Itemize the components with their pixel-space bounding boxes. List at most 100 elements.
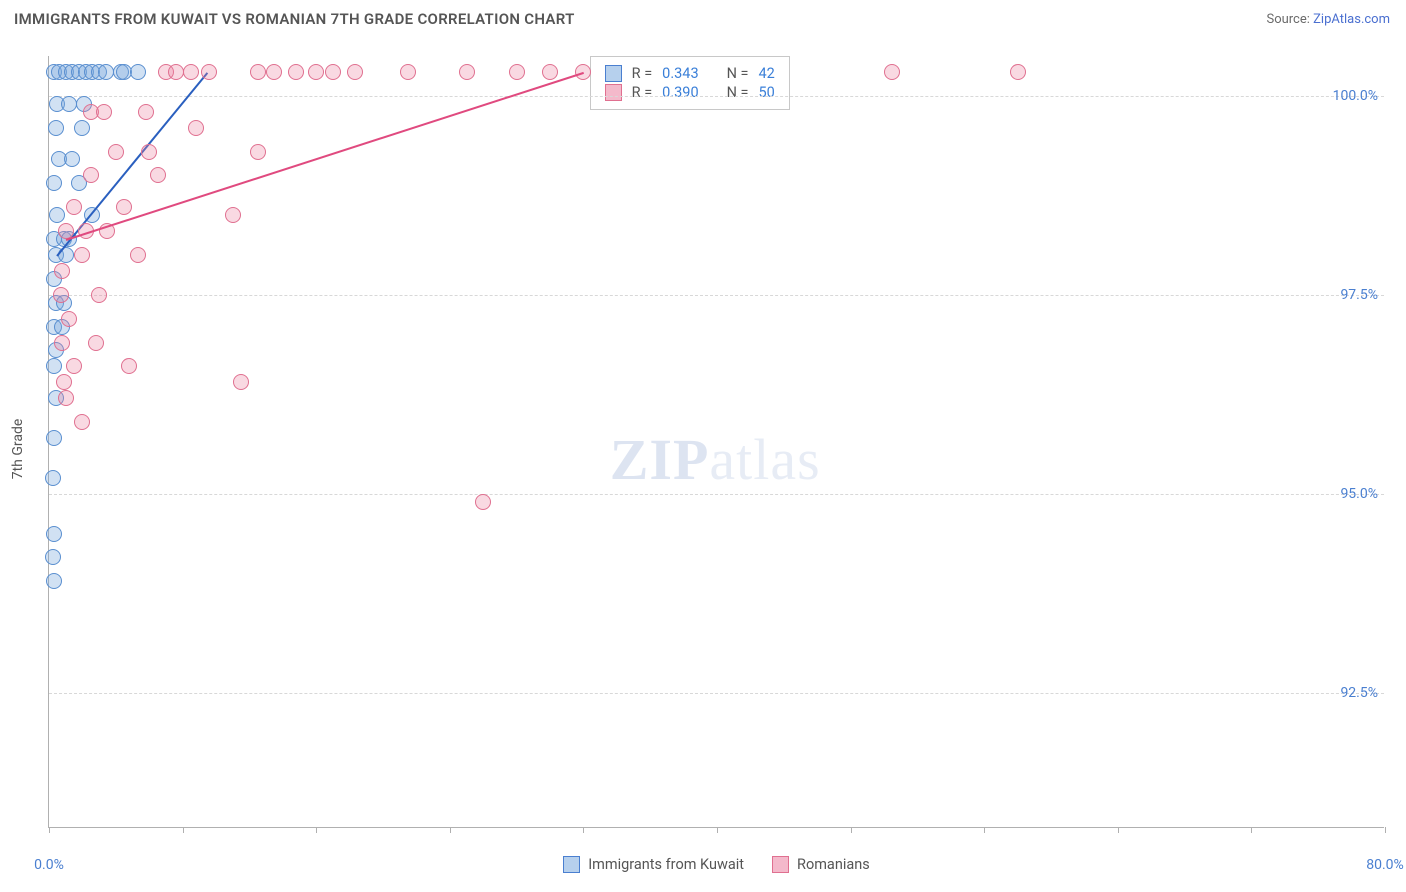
- x-tick: [984, 827, 985, 833]
- stats-n-label: N =: [727, 84, 749, 101]
- y-tick-label: 95.0%: [1340, 486, 1378, 502]
- scatter-point-b: [141, 144, 157, 160]
- x-tick: [183, 827, 184, 833]
- stats-r-value: 0.390: [662, 84, 698, 101]
- scatter-point-b: [130, 247, 146, 263]
- stats-r-label: R =: [632, 65, 653, 82]
- x-tick: [1118, 827, 1119, 833]
- chart-title: IMMIGRANTS FROM KUWAIT VS ROMANIAN 7TH G…: [14, 10, 575, 28]
- source-link[interactable]: ZipAtlas.com: [1313, 12, 1390, 27]
- scatter-point-b: [188, 120, 204, 136]
- x-tick: [717, 827, 718, 833]
- source-attribution: Source: ZipAtlas.com: [1266, 12, 1390, 27]
- scatter-point-a: [45, 470, 61, 486]
- x-tick: [450, 827, 451, 833]
- plot-container: 7th Grade ZIPatlas R =0.343N =42R =0.390…: [14, 44, 1394, 854]
- scatter-point-b: [1010, 64, 1026, 80]
- scatter-point-b: [509, 64, 525, 80]
- correlation-stats-box: R = 0.343 N = 42 R = 0.390 N = 50: [590, 56, 790, 110]
- scatter-point-b: [53, 287, 69, 303]
- scatter-point-b: [325, 64, 341, 80]
- y-axis-label: 7th Grade: [10, 419, 26, 480]
- stats-row-a: R = 0.343 N = 42: [605, 65, 775, 82]
- scatter-point-b: [225, 207, 241, 223]
- watermark-atlas: atlas: [709, 427, 820, 492]
- scatter-point-b: [475, 494, 491, 510]
- scatter-point-a: [130, 64, 146, 80]
- y-tick-label: 97.5%: [1340, 287, 1378, 303]
- scatter-point-b: [91, 287, 107, 303]
- scatter-point-b: [150, 167, 166, 183]
- stats-n-value: 50: [759, 84, 775, 101]
- scatter-plot: ZIPatlas R =0.343N =42R =0.390N =50 Immi…: [48, 56, 1384, 828]
- x-tick: [49, 827, 50, 833]
- scatter-point-b: [58, 390, 74, 406]
- legend-item-romanians: Romanians: [772, 856, 870, 873]
- scatter-point-a: [46, 430, 62, 446]
- scatter-point-a: [98, 64, 114, 80]
- scatter-point-b: [250, 144, 266, 160]
- scatter-point-b: [66, 358, 82, 374]
- legend-label-kuwait: Immigrants from Kuwait: [588, 856, 744, 873]
- legend-swatch-kuwait: [563, 856, 580, 873]
- scatter-point-b: [400, 64, 416, 80]
- scatter-point-a: [48, 120, 64, 136]
- stats-swatch: [605, 84, 622, 101]
- scatter-point-b: [233, 374, 249, 390]
- scatter-point-a: [46, 358, 62, 374]
- scatter-point-a: [61, 96, 77, 112]
- y-tick-label: 92.5%: [1340, 685, 1378, 701]
- scatter-point-a: [74, 120, 90, 136]
- scatter-point-a: [46, 175, 62, 191]
- scatter-point-b: [308, 64, 324, 80]
- y-tick-label: 100.0%: [1333, 88, 1378, 104]
- legend-label-romanians: Romanians: [797, 856, 870, 873]
- stats-r-value: 0.343: [662, 65, 698, 82]
- gridline: [49, 494, 1384, 495]
- stats-row-b: R = 0.390 N = 50: [605, 84, 775, 101]
- scatter-point-b: [83, 167, 99, 183]
- chart-header: IMMIGRANTS FROM KUWAIT VS ROMANIAN 7TH G…: [0, 0, 1406, 36]
- scatter-point-b: [542, 64, 558, 80]
- scatter-point-a: [64, 151, 80, 167]
- source-prefix: Source:: [1266, 12, 1313, 27]
- scatter-point-a: [49, 207, 65, 223]
- scatter-point-b: [121, 358, 137, 374]
- watermark-zip: ZIP: [610, 427, 710, 492]
- scatter-point-b: [347, 64, 363, 80]
- scatter-point-b: [74, 414, 90, 430]
- x-tick: [583, 827, 584, 833]
- scatter-point-b: [88, 335, 104, 351]
- gridline: [49, 295, 1384, 296]
- scatter-point-b: [201, 64, 217, 80]
- scatter-point-a: [46, 573, 62, 589]
- scatter-point-a: [45, 549, 61, 565]
- scatter-point-b: [250, 64, 266, 80]
- scatter-point-b: [74, 247, 90, 263]
- legend-swatch-romanians: [772, 856, 789, 873]
- scatter-point-b: [56, 374, 72, 390]
- scatter-point-b: [183, 64, 199, 80]
- scatter-point-b: [108, 144, 124, 160]
- gridline: [49, 693, 1384, 694]
- stats-r-label: R =: [632, 84, 653, 101]
- legend-item-kuwait: Immigrants from Kuwait: [563, 856, 744, 873]
- stats-swatch: [605, 65, 622, 82]
- scatter-point-b: [54, 335, 70, 351]
- scatter-point-b: [138, 104, 154, 120]
- scatter-point-b: [116, 199, 132, 215]
- x-tick-label: 80.0%: [1366, 857, 1404, 873]
- stats-n-label: N =: [727, 65, 749, 82]
- gridline: [49, 96, 1384, 97]
- scatter-point-b: [54, 263, 70, 279]
- x-tick-label: 0.0%: [34, 857, 64, 873]
- x-tick: [1251, 827, 1252, 833]
- x-tick: [1385, 827, 1386, 833]
- scatter-point-b: [266, 64, 282, 80]
- x-tick: [851, 827, 852, 833]
- scatter-point-b: [884, 64, 900, 80]
- scatter-point-b: [66, 199, 82, 215]
- x-axis-legend: Immigrants from Kuwait Romanians: [49, 856, 1384, 873]
- stats-n-value: 42: [759, 65, 775, 82]
- scatter-point-b: [459, 64, 475, 80]
